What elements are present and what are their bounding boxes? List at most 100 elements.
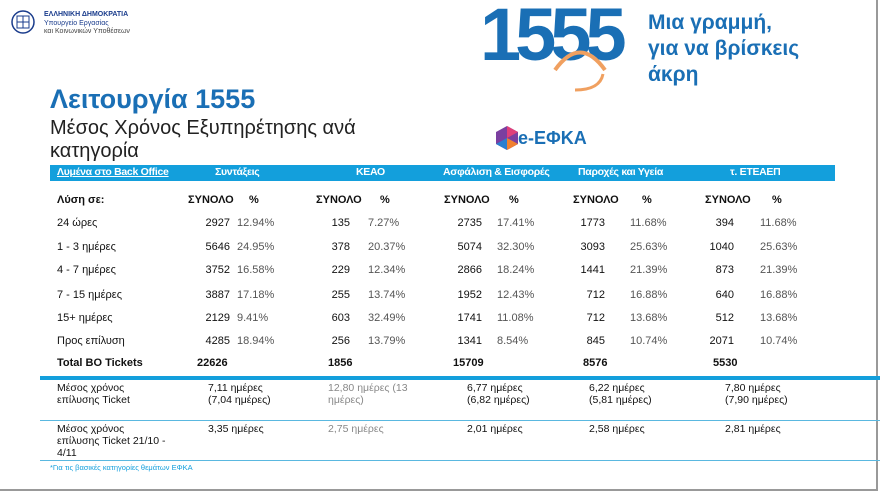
col-pct-header: %	[380, 194, 390, 206]
greek-emblem-icon	[11, 10, 35, 34]
cell-total: 1341	[457, 335, 482, 347]
avg-row1-value: 6,77 ημέρες (6,82 ημέρες)	[467, 382, 530, 406]
row-label: 15+ ημέρες	[57, 312, 113, 324]
cell-total: 845	[586, 335, 605, 347]
cell-total: 5646	[205, 241, 230, 253]
col-pct-header: %	[509, 194, 519, 206]
cell-pct: 25.63%	[630, 241, 668, 253]
category-header: Παροχές και Υγεία	[578, 166, 664, 178]
row-head-label: Λύση σε:	[57, 194, 105, 206]
cell-total: 640	[715, 289, 734, 301]
cell-pct: 10.74%	[630, 335, 668, 347]
divider	[40, 376, 880, 380]
cell-total: 135	[331, 217, 350, 229]
category-header: ΚΕΑΟ	[356, 166, 385, 178]
total-label: Total BO Tickets	[57, 357, 143, 369]
cell-pct: 21.39%	[630, 264, 668, 276]
col-total-header: ΣΥΝΟΛΟ	[573, 194, 619, 206]
cell-pct: 12.43%	[497, 289, 535, 301]
total-value: 8576	[583, 357, 608, 369]
col-total-header: ΣΥΝΟΛΟ	[705, 194, 751, 206]
cell-pct: 11.68%	[760, 217, 797, 229]
gov-line1: ΕΛΛΗΝΙΚΗ ΔΗΜΟΚΡΑΤΙΑ	[44, 11, 129, 18]
subtitle-line1: Μέσος Χρόνος Εξυπηρέτησης ανά	[50, 117, 356, 139]
cell-pct: 13.68%	[630, 312, 668, 324]
cell-total: 394	[715, 217, 734, 229]
avg-row1-value: 7,80 ημέρες (7,90 ημέρες)	[725, 382, 788, 406]
cell-pct: 12.94%	[237, 217, 275, 229]
cell-total: 5074	[457, 241, 482, 253]
cell-pct: 16.58%	[237, 264, 275, 276]
footnote: *Για τις βασικές κατηγορίες θεμάτων ΕΦΚΑ	[50, 463, 193, 472]
avg-row1-value: 12,80 ημέρες (13 ημέρες)	[328, 382, 408, 406]
col-total-header: ΣΥΝΟΛΟ	[188, 194, 234, 206]
category-header: τ. ΕΤΕΑΕΠ	[730, 166, 781, 178]
efka-hexagon-icon	[496, 126, 518, 150]
cell-pct: 32.49%	[368, 312, 406, 324]
header-label: Λυμένα στο Back Office	[57, 166, 169, 178]
cell-pct: 20.37%	[368, 241, 406, 253]
subtitle-line2: κατηγορία	[50, 140, 139, 162]
cell-total: 603	[331, 312, 350, 324]
row-label: 1 - 3 ημέρες	[57, 241, 116, 253]
cell-pct: 13.74%	[368, 289, 406, 301]
total-value: 15709	[453, 357, 484, 369]
row-label: 24 ώρες	[57, 217, 98, 229]
cell-pct: 17.18%	[237, 289, 275, 301]
row-label: 4 - 7 ημέρες	[57, 264, 116, 276]
category-header: Ασφάλιση & Εισφορές	[443, 166, 550, 178]
cell-pct: 21.39%	[760, 264, 798, 276]
cell-pct: 11.08%	[497, 312, 534, 324]
cell-pct: 18.24%	[497, 264, 535, 276]
cell-total: 3887	[205, 289, 230, 301]
slogan-line2: για να βρίσκεις	[648, 37, 800, 60]
cell-total: 3093	[580, 241, 605, 253]
col-pct-header: %	[642, 194, 652, 206]
col-pct-header: %	[772, 194, 782, 206]
slogan-line3: άκρη	[648, 63, 699, 86]
page-title: Λειτουργία 1555	[50, 84, 256, 114]
avg-row2-value: 2,81 ημέρες	[725, 423, 781, 435]
table-header-bar	[50, 165, 835, 181]
avg-row1-value: 7,11 ημέρες (7,04 ημέρες)	[208, 382, 271, 406]
cell-pct: 13.79%	[368, 335, 406, 347]
col-total-header: ΣΥΝΟΛΟ	[444, 194, 490, 206]
cell-total: 229	[331, 264, 350, 276]
cell-total: 1741	[457, 312, 482, 324]
cell-pct: 13.68%	[760, 312, 798, 324]
cell-pct: 10.74%	[760, 335, 798, 347]
avg-row2-value: 2,75 ημέρες	[328, 423, 384, 435]
cell-total: 4285	[205, 335, 230, 347]
cell-total: 255	[331, 289, 350, 301]
slogan-line1: Μια γραμμή,	[648, 11, 773, 34]
cell-pct: 12.34%	[368, 264, 406, 276]
slogan: Μια γραμμή, για να βρίσκεις άκρη	[648, 10, 799, 88]
cell-total: 3752	[205, 264, 230, 276]
cell-pct: 11.68%	[630, 217, 667, 229]
cell-pct: 7.27%	[368, 217, 400, 229]
cell-total: 712	[586, 289, 605, 301]
cell-total: 2735	[457, 217, 482, 229]
col-pct-header: %	[249, 194, 259, 206]
cell-pct: 9.41%	[237, 312, 269, 324]
avg-row2-value: 2,01 ημέρες	[467, 423, 523, 435]
total-value: 5530	[713, 357, 738, 369]
divider	[40, 460, 880, 461]
col-total-header: ΣΥΝΟΛΟ	[316, 194, 362, 206]
cell-pct: 16.88%	[760, 289, 798, 301]
cell-total: 712	[586, 312, 605, 324]
cell-total: 2866	[457, 264, 482, 276]
gov-line2: Υπουργείο Εργασίας	[44, 20, 109, 27]
cell-total: 2071	[709, 335, 734, 347]
cell-pct: 8.54%	[497, 335, 529, 347]
cell-total: 1040	[709, 241, 734, 253]
cell-total: 256	[331, 335, 350, 347]
cell-total: 1441	[580, 264, 605, 276]
avg-row2-value: 3,35 ημέρες	[208, 423, 264, 435]
cell-pct: 32.30%	[497, 241, 535, 253]
cell-total: 1773	[580, 217, 605, 229]
cell-pct: 24.95%	[237, 241, 275, 253]
efka-logo: e-ΕΦΚΑ	[518, 128, 587, 148]
gov-line3: και Κοινωνικών Υποθέσεων	[44, 28, 130, 35]
